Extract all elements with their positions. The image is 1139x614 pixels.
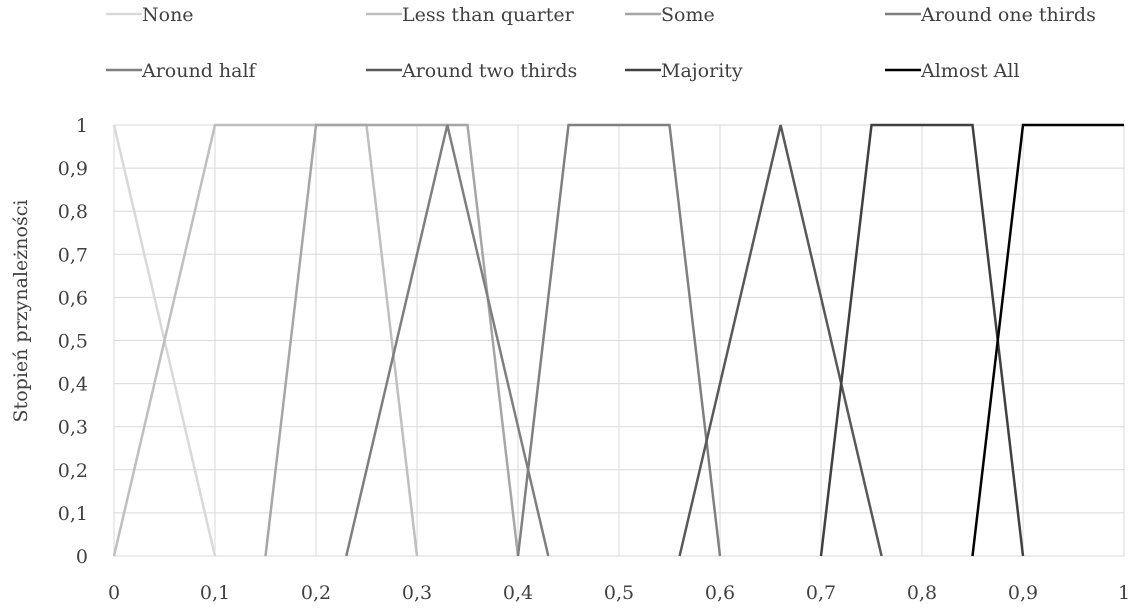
y-tick-label: 1 bbox=[76, 115, 88, 137]
x-tick-label: 0,1 bbox=[200, 582, 230, 604]
grid bbox=[113, 124, 1125, 557]
series-line-6 bbox=[678, 124, 883, 557]
x-tick-label: 0,4 bbox=[503, 582, 533, 604]
y-tick-label: 0,9 bbox=[58, 158, 88, 180]
series-line-2 bbox=[112, 123, 419, 557]
legend-label-4: Around one thirds bbox=[920, 4, 1096, 26]
legend-label-2: Less than quarter bbox=[402, 4, 575, 26]
x-tick-label: 0,9 bbox=[1008, 582, 1038, 604]
x-tick-label: 1 bbox=[1118, 582, 1130, 604]
x-tick-label: 0 bbox=[108, 582, 120, 604]
x-tick-label: 0,2 bbox=[301, 582, 331, 604]
y-tick-label: 0,4 bbox=[58, 374, 88, 396]
series-line-4 bbox=[345, 124, 550, 557]
series-line-5 bbox=[516, 123, 722, 557]
x-tick-label: 0,3 bbox=[402, 582, 432, 604]
x-tick-label: 0,8 bbox=[907, 582, 937, 604]
legend: None Less than quarter Some Around one thir… bbox=[106, 4, 1096, 82]
legend-label-6: Around two thirds bbox=[401, 60, 577, 82]
legend-label-8: Almost All bbox=[920, 60, 1020, 82]
x-axis-ticks: 0 0,1 0,2 0,3 0,4 0,5 0,6 0,7 0,8 0,9 1 bbox=[108, 582, 1130, 604]
y-axis-label: Stopień przynależności bbox=[10, 200, 32, 423]
y-tick-label: 0,1 bbox=[58, 503, 88, 525]
x-tick-label: 0,5 bbox=[604, 582, 634, 604]
x-tick-label: 0,6 bbox=[705, 582, 735, 604]
legend-label-5: Around half bbox=[141, 60, 258, 82]
series-line-3 bbox=[264, 123, 520, 557]
series-line-8 bbox=[971, 123, 1124, 557]
y-tick-label: 0,8 bbox=[58, 201, 88, 223]
series-group bbox=[112, 123, 1124, 557]
y-tick-label: 0,7 bbox=[58, 244, 88, 266]
x-tick-label: 0,7 bbox=[806, 582, 836, 604]
y-tick-label: 0,3 bbox=[58, 417, 88, 439]
y-tick-label: 0 bbox=[76, 546, 88, 568]
legend-label-3: Some bbox=[661, 4, 715, 26]
legend-label-7: Majority bbox=[661, 60, 743, 82]
y-tick-label: 0,5 bbox=[58, 331, 88, 353]
y-tick-label: 0,2 bbox=[58, 460, 88, 482]
y-axis-ticks: 0 0,1 0,2 0,3 0,4 0,5 0,6 0,7 0,8 0,9 1 bbox=[58, 115, 88, 568]
legend-label-1: None bbox=[142, 4, 194, 26]
y-tick-label: 0,6 bbox=[58, 287, 88, 309]
